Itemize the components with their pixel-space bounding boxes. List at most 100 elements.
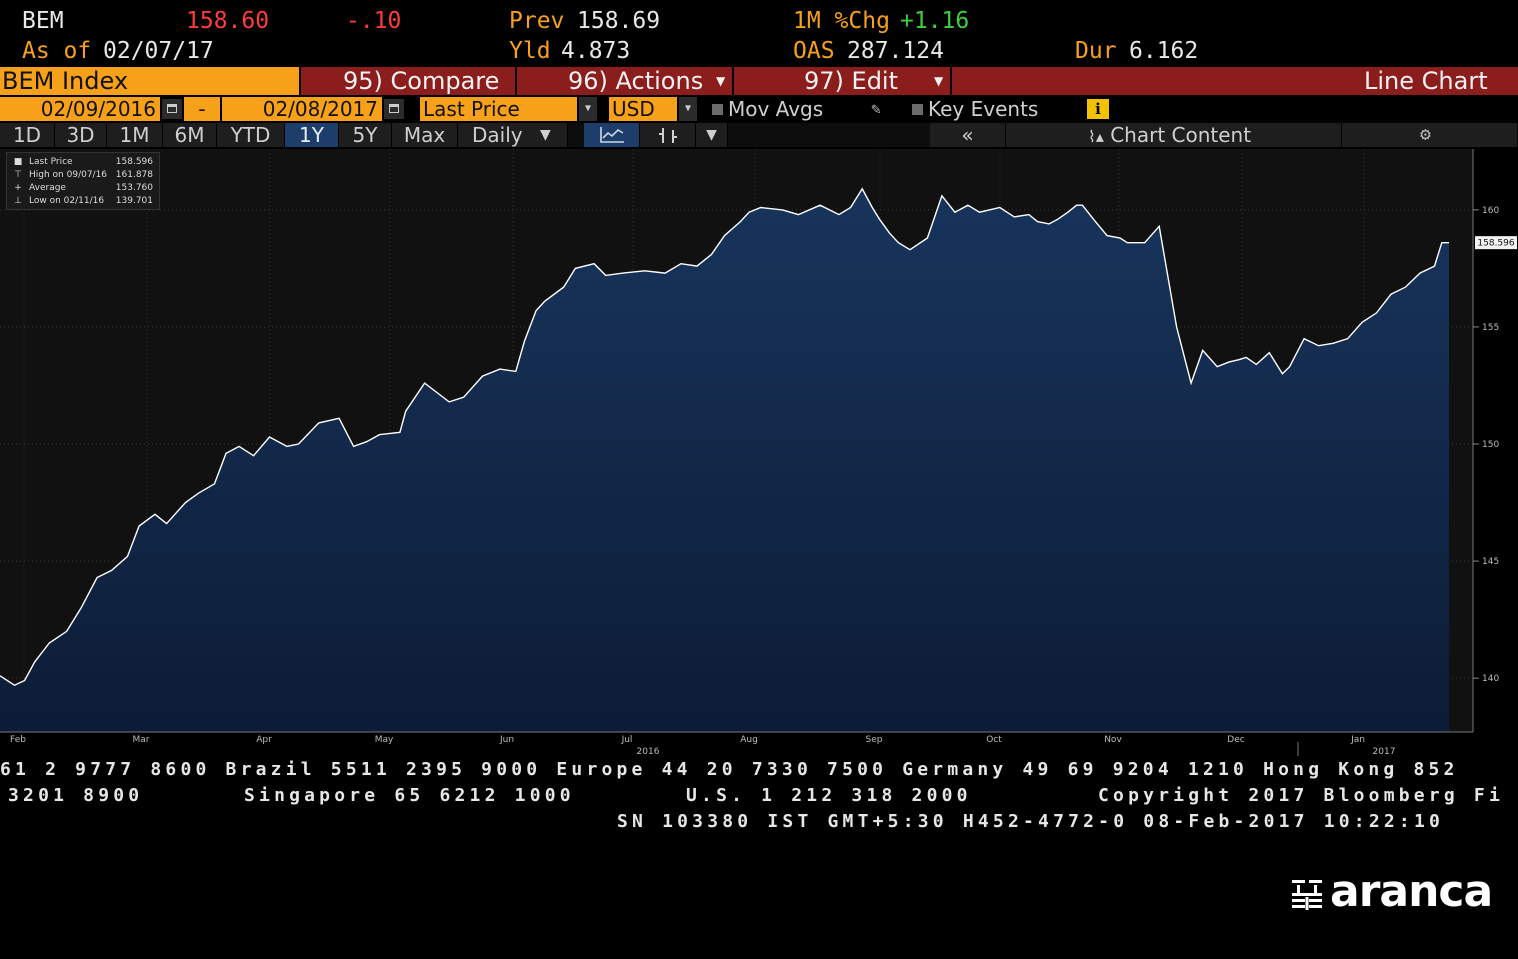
legend-value: 158.596 <box>115 157 153 167</box>
footer-contacts-line2c: U.S. 1 212 318 2000 <box>686 785 972 806</box>
mov-avgs-checkbox[interactable] <box>712 104 723 115</box>
x-tick-label: Jul <box>621 735 633 745</box>
end-calendar-icon[interactable] <box>384 99 404 119</box>
edit-caret-icon[interactable]: ▼ <box>934 74 944 88</box>
footer-contacts-line2b: Singapore 65 6212 1000 <box>244 785 575 806</box>
y-tick-label: 145 <box>1482 557 1499 567</box>
currency-select[interactable]: USD <box>609 97 677 121</box>
period-5y-button[interactable]: 5Y <box>339 123 392 147</box>
yield-label: Yld <box>509 38 551 64</box>
period-1m-button[interactable]: 1M <box>107 123 163 147</box>
actions-caret-icon[interactable]: ▼ <box>716 74 726 88</box>
end-date-input[interactable]: 02/08/2017 <box>222 97 382 121</box>
x-tick-label: Dec <box>1227 735 1244 745</box>
chart-content-label: Chart Content <box>1110 123 1252 147</box>
x-year-label: 2016 <box>637 747 660 757</box>
pct-change-label: 1M %Chg <box>793 8 890 34</box>
ticker-symbol: BEM <box>22 8 64 34</box>
actions-menu[interactable]: 96) Actions <box>568 67 704 95</box>
legend-row-average: + Average 153.760 <box>11 182 157 194</box>
chart-canvas[interactable]: 140 145 150 155 160 Feb Mar Apr May Jun Jul Aug Sep… <box>0 149 1518 761</box>
period-3d-button[interactable]: 3D <box>55 123 107 147</box>
chart-content-button[interactable]: ⌇▴ Chart Content <box>1088 123 1251 147</box>
price-chart[interactable]: 140 145 150 155 160 Feb Mar Apr May Jun Jul Aug Sep… <box>0 149 1518 761</box>
x-tick-label: Feb <box>10 735 26 745</box>
oas-label: OAS <box>793 38 835 64</box>
legend-row-last-price: ■ Last Price 158.596 <box>11 156 157 168</box>
price-line <box>0 187 1449 686</box>
yield-value: 4.873 <box>561 38 631 64</box>
collapse-panel-button[interactable]: « <box>930 123 1006 147</box>
chart-type-label[interactable]: Line Chart <box>1364 67 1488 95</box>
legend-value: 153.760 <box>115 183 153 193</box>
currency-dropdown-icon[interactable]: ▼ <box>679 97 697 121</box>
footer-contacts-line1: 61 2 9777 8600 Brazil 5511 2395 9000 Eur… <box>0 759 1459 780</box>
start-calendar-icon[interactable] <box>162 99 182 119</box>
pct-change-value: +1.16 <box>900 8 970 34</box>
prev-label: Prev <box>509 8 565 34</box>
legend-high-icon: ⊤ <box>14 170 22 180</box>
bar-chart-style-icon[interactable] <box>640 123 696 147</box>
chart-content-bar[interactable] <box>1006 123 1342 147</box>
y-tick-label: 155 <box>1482 323 1499 333</box>
legend-name: Average <box>29 183 66 193</box>
key-events-checkbox[interactable] <box>912 104 923 115</box>
period-1d-button[interactable]: 1D <box>0 123 55 147</box>
period-max-button[interactable]: Max <box>392 123 458 147</box>
x-tick-label: Aug <box>740 735 758 745</box>
last-price-tag: 158.596 <box>1475 236 1517 250</box>
mov-avgs-label[interactable]: Mov Avgs <box>728 97 824 121</box>
x-tick-label: Mar <box>133 735 150 745</box>
pencil-icon[interactable]: ✎ <box>871 99 881 118</box>
range-dash: - <box>184 97 220 121</box>
footer-session-info: SN 103380 IST GMT+5:30 H452-4772-0 08-Fe… <box>617 811 1445 832</box>
security-name[interactable]: BEM Index <box>0 67 299 95</box>
price-area <box>0 188 1449 733</box>
settings-bar <box>1342 123 1518 147</box>
footer-contacts-line2a: 3201 8900 <box>8 785 144 806</box>
last-price-tag-box <box>1475 236 1517 250</box>
legend-value: 161.878 <box>115 170 153 180</box>
x-tick-label: Nov <box>1104 735 1122 745</box>
key-events-label[interactable]: Key Events <box>928 97 1039 121</box>
frequency-select[interactable]: Daily ▼ <box>458 123 568 147</box>
legend-name: Low on 02/11/16 <box>29 196 105 206</box>
period-1y-button[interactable]: 1Y <box>285 123 339 147</box>
legend-name: Last Price <box>29 157 73 167</box>
edit-menu[interactable]: 97) Edit <box>804 67 899 95</box>
field-select[interactable]: Last Price <box>420 97 577 121</box>
period-6m-button[interactable]: 6M <box>163 123 217 147</box>
chart-content-icon: ⌇▴ <box>1088 127 1104 146</box>
legend-square-icon: ■ <box>13 157 23 167</box>
title-bar: BEM Index 95) Compare 96) Actions ▼ 97) … <box>0 67 1518 95</box>
settings-gear-icon[interactable]: ⚙ <box>1420 124 1431 145</box>
compare-menu[interactable]: 95) Compare <box>343 67 500 95</box>
start-date-input[interactable]: 02/09/2016 <box>0 97 160 121</box>
asof-value: 02/07/17 <box>103 38 214 64</box>
x-year-label: 2017 <box>1373 747 1396 757</box>
y-tick-label: 150 <box>1482 440 1499 450</box>
y-axis-ticks: 140 145 150 155 160 <box>1473 206 1499 684</box>
y-tick-label: 160 <box>1482 206 1499 216</box>
last-price-value: 158.60 <box>186 8 270 34</box>
legend-row-low: ⊥ Low on 02/11/16 139.701 <box>11 195 157 207</box>
line-chart-style-icon[interactable] <box>584 123 640 147</box>
period-ytd-button[interactable]: YTD <box>217 123 285 147</box>
field-dropdown-icon[interactable]: ▼ <box>579 97 597 121</box>
duration-value: 6.162 <box>1129 38 1199 64</box>
aranca-logo-text: aranca <box>1330 866 1493 917</box>
legend-name: High on 09/07/16 <box>29 170 108 180</box>
legend-row-high: ⊤ High on 09/07/16 161.878 <box>11 169 157 181</box>
y-tick-label: 140 <box>1482 674 1499 684</box>
frequency-caret-icon: ▼ <box>540 127 551 143</box>
info-icon[interactable]: i <box>1087 99 1109 119</box>
chart-legend[interactable]: ■ Last Price 158.596 ⊤ High on 09/07/16 … <box>6 152 160 210</box>
duration-label: Dur <box>1075 38 1117 64</box>
asof-label: As of <box>22 38 92 64</box>
x-tick-label: Jan <box>1350 735 1365 745</box>
last-price-tag-text: 158.596 <box>1477 239 1514 249</box>
aranca-logo-icon <box>1292 880 1322 910</box>
x-tick-label: Apr <box>256 735 272 745</box>
footer-copyright: Copyright 2017 Bloomberg Fi <box>1098 785 1504 806</box>
chart-style-dropdown-icon[interactable]: ▼ <box>696 123 728 147</box>
